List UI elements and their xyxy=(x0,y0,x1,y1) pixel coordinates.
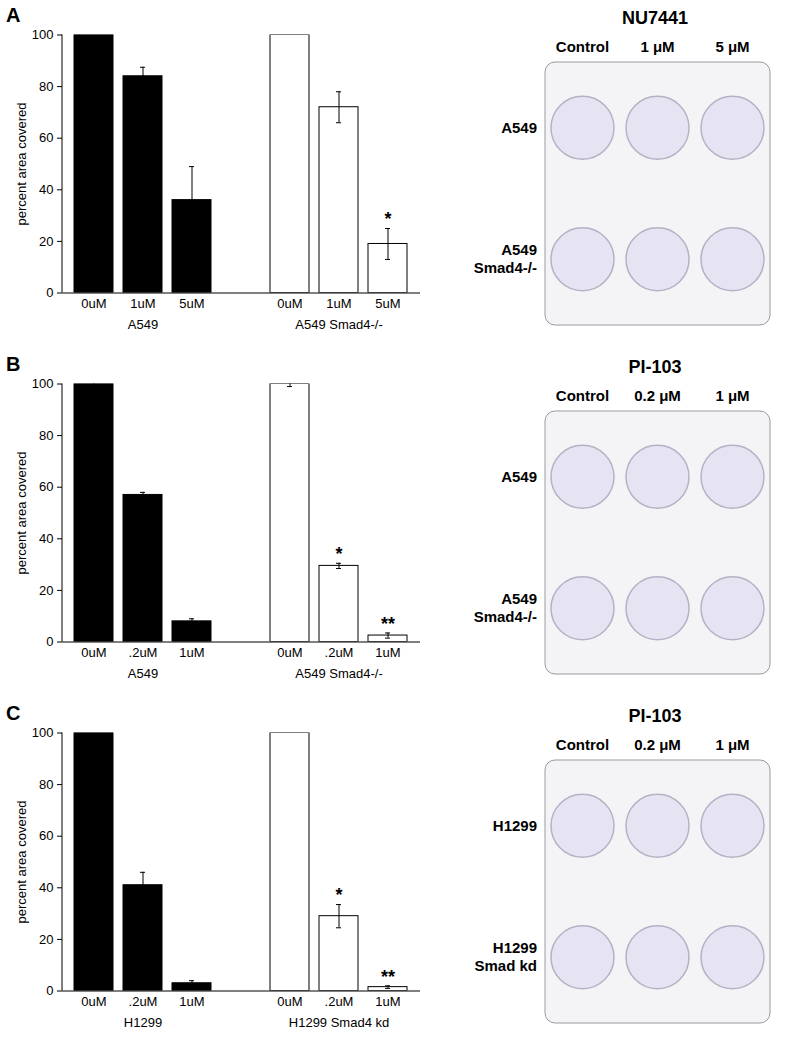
svg-text:A549 Smad4-/-: A549 Smad4-/- xyxy=(295,317,382,332)
svg-text:100: 100 xyxy=(32,376,54,391)
svg-text:H1299Smad kd: H1299Smad kd xyxy=(474,939,537,974)
svg-text:1 μM: 1 μM xyxy=(715,387,749,404)
svg-text:60: 60 xyxy=(39,828,53,843)
svg-text:Control: Control xyxy=(556,736,609,753)
svg-text:Control: Control xyxy=(556,38,609,55)
svg-text:0uM: 0uM xyxy=(81,645,106,660)
svg-text:A549: A549 xyxy=(501,119,537,136)
svg-text:60: 60 xyxy=(39,130,53,145)
svg-text:20: 20 xyxy=(39,932,53,947)
svg-text:**: ** xyxy=(381,614,395,634)
svg-text:H1299 Smad4 kd: H1299 Smad4 kd xyxy=(289,1015,389,1030)
svg-text:A549 Smad4-/-: A549 Smad4-/- xyxy=(295,666,382,681)
svg-text:H1299: H1299 xyxy=(124,1015,162,1030)
html-text:C: C xyxy=(6,702,21,724)
svg-text:0.2 μM: 0.2 μM xyxy=(634,387,681,404)
svg-text:20: 20 xyxy=(39,583,53,598)
svg-text:80: 80 xyxy=(39,79,53,94)
svg-text:.2uM: .2uM xyxy=(129,994,158,1009)
svg-text:H1299: H1299 xyxy=(493,817,537,834)
svg-text:80: 80 xyxy=(39,428,53,443)
svg-text:.2uM: .2uM xyxy=(325,645,354,660)
svg-text:PI-103: PI-103 xyxy=(628,706,681,726)
svg-text:percent area covered: percent area covered xyxy=(14,452,29,575)
svg-text:percent area covered: percent area covered xyxy=(14,801,29,924)
svg-text:80: 80 xyxy=(39,777,53,792)
svg-text:1uM: 1uM xyxy=(179,994,204,1009)
svg-text:100: 100 xyxy=(32,27,54,42)
svg-text:0uM: 0uM xyxy=(277,994,302,1009)
svg-text:0uM: 0uM xyxy=(277,296,302,311)
svg-text:1 μM: 1 μM xyxy=(715,736,749,753)
svg-text:40: 40 xyxy=(39,182,53,197)
svg-text:20: 20 xyxy=(39,234,53,249)
svg-text:5 μM: 5 μM xyxy=(715,38,749,55)
svg-text:percent area covered: percent area covered xyxy=(14,103,29,226)
svg-text:.2uM: .2uM xyxy=(325,994,354,1009)
svg-text:0uM: 0uM xyxy=(81,994,106,1009)
svg-text:1uM: 1uM xyxy=(326,296,351,311)
svg-text:A549: A549 xyxy=(128,666,158,681)
svg-text:1uM: 1uM xyxy=(130,296,155,311)
svg-text:0uM: 0uM xyxy=(277,645,302,660)
html-text:B: B xyxy=(6,353,21,375)
svg-text:40: 40 xyxy=(39,880,53,895)
svg-text:*: * xyxy=(335,544,342,564)
html-text:A: A xyxy=(6,4,21,26)
svg-text:*: * xyxy=(335,885,342,905)
svg-text:1uM: 1uM xyxy=(179,645,204,660)
svg-text:PI-103: PI-103 xyxy=(628,357,681,377)
svg-text:0: 0 xyxy=(46,983,53,998)
svg-text:0.2 μM: 0.2 μM xyxy=(634,736,681,753)
svg-text:5uM: 5uM xyxy=(375,296,400,311)
svg-text:A549Smad4-/-: A549Smad4-/- xyxy=(474,590,537,625)
svg-text:100: 100 xyxy=(32,725,54,740)
svg-text:5uM: 5uM xyxy=(179,296,204,311)
svg-text:0: 0 xyxy=(46,634,53,649)
svg-text:1uM: 1uM xyxy=(375,994,400,1009)
svg-text:A549: A549 xyxy=(501,468,537,485)
svg-text:1 μM: 1 μM xyxy=(640,38,674,55)
svg-text:A549: A549 xyxy=(128,317,158,332)
svg-text:40: 40 xyxy=(39,531,53,546)
svg-text:.2uM: .2uM xyxy=(129,645,158,660)
svg-text:1uM: 1uM xyxy=(375,645,400,660)
svg-text:NU7441: NU7441 xyxy=(622,8,688,28)
svg-text:Control: Control xyxy=(556,387,609,404)
svg-text:**: ** xyxy=(381,967,395,987)
svg-text:0uM: 0uM xyxy=(81,296,106,311)
svg-text:60: 60 xyxy=(39,479,53,494)
svg-text:A549Smad4-/-: A549Smad4-/- xyxy=(474,241,537,276)
svg-text:*: * xyxy=(384,209,391,229)
svg-text:0: 0 xyxy=(46,285,53,300)
